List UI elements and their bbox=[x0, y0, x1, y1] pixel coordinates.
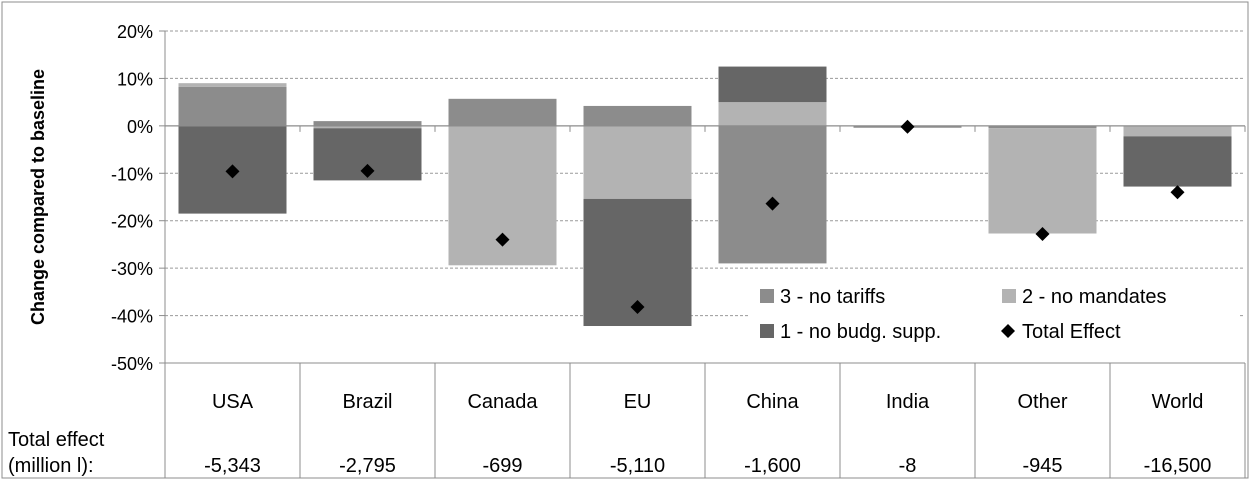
category-label-brazil: Brazil bbox=[342, 391, 392, 413]
legend-label-total-effect: Total Effect bbox=[1022, 321, 1121, 343]
table-value-eu: -5,110 bbox=[610, 455, 665, 477]
table-value-other: -945 bbox=[1022, 455, 1062, 477]
bar-world-1-no-budg-supp bbox=[1123, 136, 1232, 187]
y-axis-title: Change compared to baseline bbox=[28, 69, 48, 325]
category-label-usa: USA bbox=[212, 391, 254, 413]
table-row-label-units: (million l): bbox=[8, 455, 94, 477]
bar-other-3-no-tariffs bbox=[988, 125, 1097, 129]
total-effect-marker-usa bbox=[225, 164, 240, 179]
total-effect-marker-brazil bbox=[360, 163, 375, 178]
legend-swatch-3-no-tariffs bbox=[760, 289, 774, 303]
total-effect-marker-other bbox=[1035, 226, 1050, 241]
table-row-label: Total effect bbox=[8, 429, 105, 451]
total-effect-marker-china bbox=[765, 196, 780, 211]
bar-brazil-3-no-tariffs bbox=[313, 121, 422, 126]
table-value-china: -1,600 bbox=[744, 455, 801, 477]
table-value-world: -16,500 bbox=[1144, 455, 1212, 477]
table-value-brazil: -2,795 bbox=[339, 455, 396, 477]
bar-world-2-no-mandates bbox=[1123, 125, 1232, 137]
legend-swatch-1-no-budg-supp bbox=[760, 324, 774, 338]
bar-china-1-no-budg-supp bbox=[718, 66, 827, 103]
table-value-india: -8 bbox=[899, 455, 917, 477]
legend-label-2-no-mandates: 2 - no mandates bbox=[1022, 286, 1167, 308]
bar-eu-2-no-mandates bbox=[583, 125, 692, 199]
y-tick-label: -20% bbox=[111, 212, 153, 232]
bar-canada-3-no-tariffs bbox=[448, 98, 557, 126]
y-tick-label: 20% bbox=[117, 22, 153, 42]
y-tick-label: -30% bbox=[111, 259, 153, 279]
table-value-canada: -699 bbox=[482, 455, 522, 477]
bar-china-3-no-tariffs bbox=[718, 125, 827, 264]
y-tick-label: 0% bbox=[127, 117, 153, 137]
category-label-other: Other bbox=[1017, 391, 1067, 413]
legend-marker-total-effect bbox=[1001, 324, 1015, 338]
bar-eu-3-no-tariffs bbox=[583, 105, 692, 126]
y-tick-label: -10% bbox=[111, 164, 153, 184]
total-effect-marker-eu bbox=[630, 300, 645, 315]
total-effect-marker-india bbox=[900, 119, 915, 134]
category-label-eu: EU bbox=[624, 391, 652, 413]
y-tick-label: -40% bbox=[111, 307, 153, 327]
category-label-india: India bbox=[886, 391, 930, 413]
bar-usa-3-no-tariffs bbox=[178, 86, 287, 126]
legend-background bbox=[748, 278, 1238, 350]
category-label-world: World bbox=[1152, 391, 1204, 413]
y-tick-label: 10% bbox=[117, 69, 153, 89]
total-effect-markers bbox=[225, 119, 1185, 315]
y-tick-labels: 20% 10% 0% -10% -20% -30% -40% -50% bbox=[111, 22, 153, 374]
legend-label-1-no-budg-supp: 1 - no budg. supp. bbox=[780, 321, 941, 343]
legend: 3 - no tariffs 2 - no mandates 1 - no budg… bbox=[748, 278, 1238, 350]
category-label-canada: Canada bbox=[467, 391, 538, 413]
total-effect-marker-canada bbox=[495, 232, 510, 247]
bar-china-2-no-mandates bbox=[718, 102, 827, 126]
bar-usa-2-no-mandates bbox=[178, 83, 287, 87]
bar-brazil-2-no-mandates bbox=[313, 125, 422, 129]
data-table: USA -5,343 Brazil -2,795 Canada -699 EU -5,110 C… bbox=[8, 362, 1246, 478]
total-effect-marker-world bbox=[1170, 185, 1185, 200]
legend-swatch-2-no-mandates bbox=[1002, 289, 1016, 303]
category-label-china: China bbox=[746, 391, 799, 413]
legend-label-3-no-tariffs: 3 - no tariffs bbox=[780, 286, 885, 308]
bar-other-2-no-mandates bbox=[988, 128, 1097, 234]
y-tick-label: -50% bbox=[111, 354, 153, 374]
table-value-usa: -5,343 bbox=[204, 455, 261, 477]
